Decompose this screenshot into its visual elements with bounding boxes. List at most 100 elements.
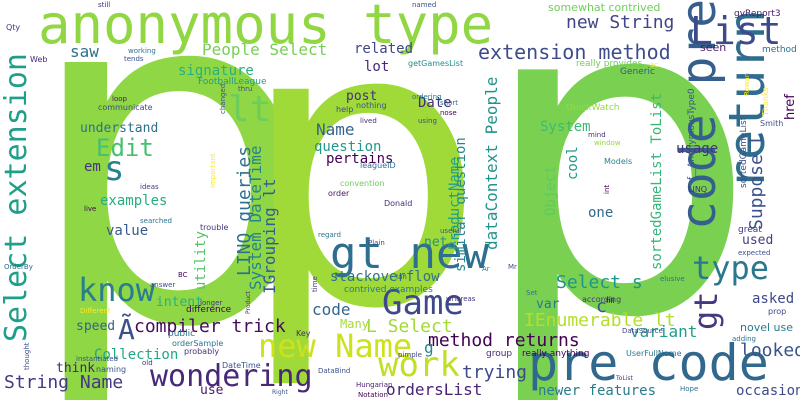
cloud-word: Notation <box>358 391 388 399</box>
cloud-word: c <box>596 296 607 317</box>
cloud-word: question <box>314 139 382 155</box>
cloud-word: href <box>783 94 798 120</box>
cloud-word: anonymous type <box>38 0 494 56</box>
cloud-word: help <box>336 105 354 114</box>
cloud-word: p <box>478 0 758 400</box>
cloud-word: naming <box>96 365 127 374</box>
cloud-word: p <box>238 0 486 394</box>
cloud-word: live <box>84 205 97 213</box>
cloud-word: fill <box>606 297 615 305</box>
cloud-word: group <box>486 349 513 359</box>
cloud-word: asked <box>752 291 795 307</box>
cloud-word: Models <box>604 157 633 166</box>
cloud-word: gvReport3 <box>734 9 781 19</box>
cloud-word: using <box>418 117 437 125</box>
cloud-word: used <box>742 233 774 248</box>
cloud-word: Plain <box>368 239 385 247</box>
cloud-word: new Name <box>258 327 413 365</box>
cloud-word: FootballLeague <box>198 77 267 87</box>
cloud-word: examples <box>100 193 168 209</box>
cloud-word: pre code <box>528 334 769 392</box>
cloud-word: dataContext People <box>482 76 501 250</box>
cloud-word: order <box>328 189 350 198</box>
cloud-word: lt <box>228 89 272 130</box>
cloud-word: ProductName <box>447 157 463 250</box>
cloud-word: wondering <box>150 359 313 394</box>
cloud-word: sortedGameList ToList <box>649 92 665 270</box>
cloud-word: Donald <box>384 199 413 208</box>
cloud-word: DataSource <box>622 327 663 335</box>
cloud-word: work <box>378 345 460 385</box>
cloud-word: prop <box>768 307 787 316</box>
cloud-word: named <box>412 1 437 9</box>
cloud-word: Web <box>30 55 48 64</box>
cloud-word: method <box>762 45 797 55</box>
cloud-word: know <box>78 271 156 309</box>
cloud-word: newer features <box>538 383 657 399</box>
cloud-word: Ian <box>396 273 407 281</box>
cloud-word: one <box>588 205 614 221</box>
cloud-word: contrived examples <box>344 285 433 295</box>
cloud-word: getGamesList <box>408 59 464 68</box>
cloud-word: s <box>104 149 125 189</box>
cloud-word: tends <box>124 55 144 63</box>
cloud-word: useful <box>440 227 462 235</box>
cloud-word: OrderBy <box>4 263 33 271</box>
cloud-word: QuickWatch <box>566 103 620 113</box>
cloud-word: Hope <box>680 385 699 393</box>
cloud-word: leagueID <box>360 161 396 170</box>
cloud-word: novel use <box>740 321 794 334</box>
cloud-word: expected <box>738 249 771 257</box>
cloud-word: em <box>84 159 101 175</box>
cloud-word: compiler trick <box>134 316 286 337</box>
cloud-word: adding <box>732 335 757 343</box>
cloud-word: DateTime <box>222 361 261 370</box>
cloud-word: communicate <box>98 103 153 112</box>
cloud-word: Object <box>543 165 559 216</box>
cloud-word: use <box>200 383 224 398</box>
cloud-word: changed <box>219 83 227 114</box>
cloud-word: intent <box>156 295 203 310</box>
cloud-word: p <box>22 0 321 400</box>
cloud-word: Collection <box>94 347 179 363</box>
cloud-word: Edit <box>96 134 154 162</box>
cloud-word: BC <box>178 271 188 279</box>
cloud-word: orderSample <box>172 339 224 348</box>
cloud-word: type <box>692 249 770 287</box>
cloud-word: stackoverflow <box>330 269 440 285</box>
cloud-word: L Select <box>366 316 453 337</box>
cloud-word: f__AnonymousType0 <box>687 88 697 180</box>
cloud-word: gt new <box>330 228 489 279</box>
cloud-word: thought <box>23 342 31 370</box>
cloud-word: UserFullName <box>626 349 682 358</box>
cloud-word: understand <box>80 121 159 136</box>
cloud-word: usage <box>676 141 719 157</box>
cloud-word: DataBind <box>318 367 351 375</box>
cloud-word: occasion <box>736 383 800 399</box>
cloud-word: post <box>346 89 378 104</box>
cloud-word: cool <box>565 146 581 180</box>
cloud-word: Ar <box>482 265 490 273</box>
cloud-word: new String <box>566 12 675 33</box>
cloud-word: Hungarian <box>356 381 393 389</box>
cloud-word: lived <box>360 117 377 125</box>
cloud-word: trying <box>462 362 528 383</box>
cloud-word: really provides <box>576 59 643 69</box>
cloud-word: nose <box>440 109 457 117</box>
cloud-word: window <box>594 139 621 147</box>
cloud-word: thru <box>238 85 253 93</box>
cloud-word: old <box>142 359 153 367</box>
cloud-word: saw <box>70 42 99 61</box>
cloud-word: signature <box>178 63 254 79</box>
cloud-word: instantiated <box>76 355 118 363</box>
cloud-word: Thanks <box>761 87 770 116</box>
cloud-word: LINQ <box>688 185 708 194</box>
cloud-word: People Select <box>202 40 328 59</box>
cloud-word: Mr <box>508 263 517 271</box>
cloud-word: think <box>56 361 96 376</box>
cloud-word: working <box>128 47 156 55</box>
cloud-word: time <box>311 276 319 292</box>
cloud-word: code <box>312 300 351 319</box>
cloud-word: loop <box>112 95 127 103</box>
cloud-word: ideas <box>140 183 159 191</box>
